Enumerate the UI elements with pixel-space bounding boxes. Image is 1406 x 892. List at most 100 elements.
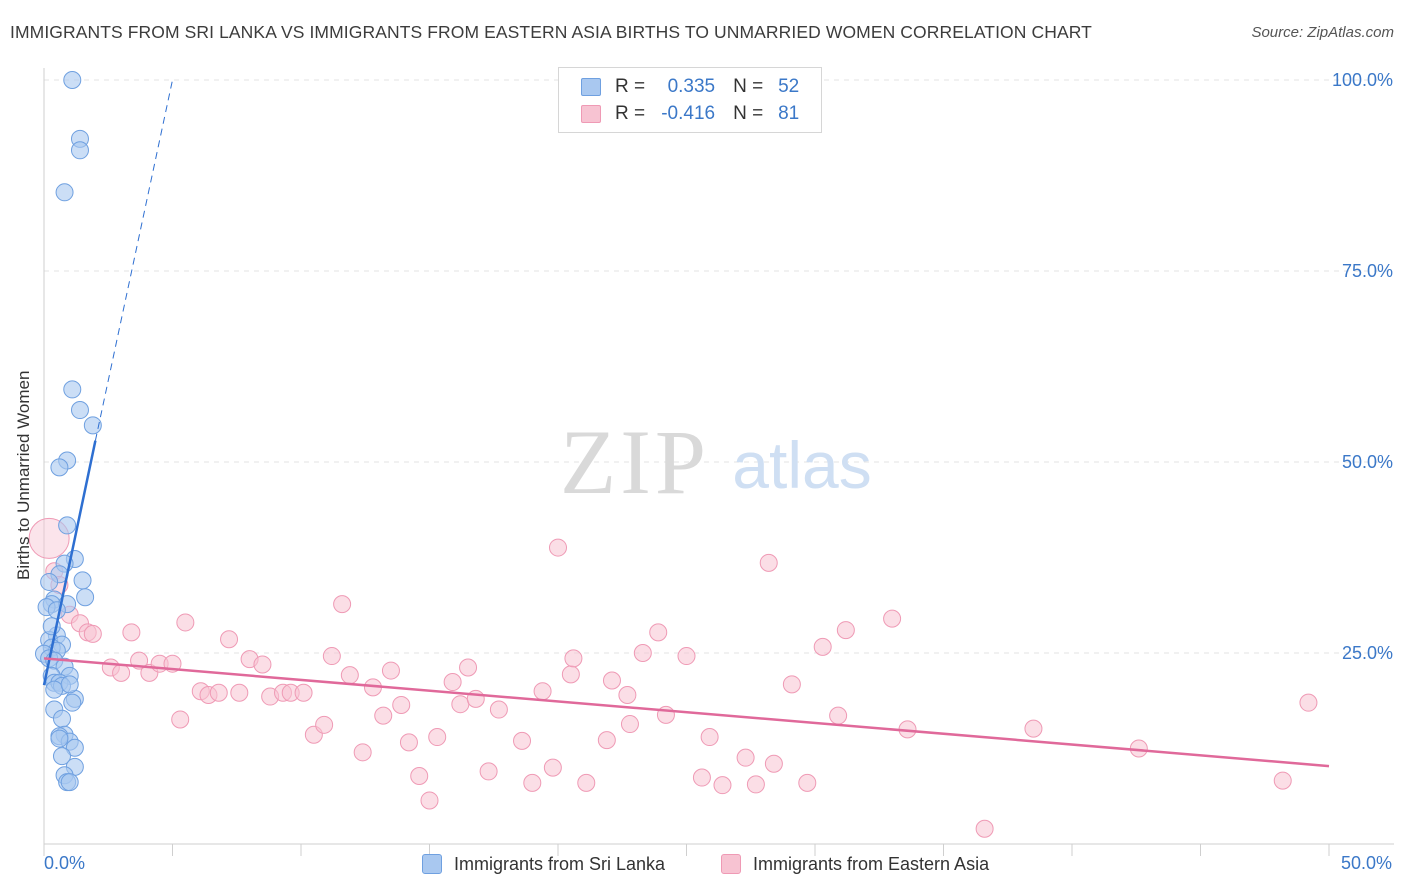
eastern-asia-point [1024,719,1043,738]
source-label: Source: ZipAtlas.com [1251,24,1394,41]
watermark: ZIP atlas [560,411,872,513]
eastern-asia-point [649,623,668,642]
sri-lanka-point [60,773,79,792]
eastern-asia-point [883,609,902,628]
sri-lanka-point [58,516,77,535]
y-tick-label: 50.0% [1342,452,1393,472]
bottom-legend-swatch-pink [721,854,741,874]
eastern-asia-point [597,731,616,750]
eastern-asia-point [122,623,141,642]
bottom-legend-sri-lanka: Immigrants from Sri Lanka [422,852,665,876]
eastern-asia-point [618,686,637,705]
eastern-asia-point [381,661,400,680]
eastern-asia-point [353,743,372,762]
sri-lanka-point [40,572,59,591]
eastern-asia-point [692,768,711,787]
sri-lanka-point [60,675,79,694]
bottom-legend-label: Immigrants from Sri Lanka [454,853,666,874]
sri-lanka-point [55,183,74,202]
eastern-asia-point [564,649,583,668]
sri-lanka-point [70,401,89,420]
sri-lanka-point [76,588,95,607]
eastern-asia-point [513,731,532,750]
sri-lanka-trendline [42,440,97,686]
sri-lanka-point [63,380,82,399]
bottom-legend-label: Immigrants from Eastern Asia [753,853,990,874]
eastern-asia-point [374,706,393,725]
eastern-asia-point [523,773,542,792]
legend-n-value: 52 [778,76,800,97]
eastern-asia-point [633,644,652,662]
eastern-asia-point [1273,771,1292,790]
eastern-asia-point [443,673,462,692]
bottom-legend-eastern-asia: Immigrants from Eastern Asia [721,852,989,876]
eastern-asia-point [489,700,508,719]
legend-r-label: R = [615,76,646,97]
sri-lanka-point [47,601,66,620]
y-tick-label: 25.0% [1342,643,1393,663]
sri-lanka-point [52,747,71,766]
legend-r-value: -0.416 [661,103,716,124]
eastern-asia-point [533,682,552,701]
eastern-asia-point [333,595,352,614]
eastern-asia-point [340,666,359,685]
eastern-asia-point [209,683,228,702]
eastern-asia-point [322,647,341,666]
x-tick-label-max: 50.0% [1340,853,1392,873]
eastern-asia-point [479,762,498,781]
eastern-asia-point [975,819,994,838]
eastern-asia-point [315,715,334,734]
eastern-asia-point [83,624,102,643]
sri-lanka-points [35,71,102,792]
sri-lanka-point [63,693,82,712]
eastern-asia-point [176,613,195,632]
legend-n-label: N = [733,103,764,124]
chart-title: IMMIGRANTS FROM SRI LANKA VS IMMIGRANTS … [10,22,1092,42]
sri-lanka-point [50,458,69,477]
eastern-asia-point [700,728,719,747]
axes [43,68,1394,856]
legend-r-label: R = [615,103,646,124]
eastern-asia-point [620,715,639,734]
sri-lanka-point [70,141,89,160]
eastern-asia-point [736,748,755,767]
eastern-asia-point [798,773,817,792]
sri-lanka-point [50,729,69,748]
legend-n-value: 81 [778,103,800,124]
eastern-asia-point [577,773,596,792]
correlation-legend: R = 0.335 N = 52 R = -0.416 N = 81 [558,67,822,133]
y-axis-label: Births to Unmarried Women [14,370,33,580]
legend-n-label: N = [733,76,764,97]
eastern-asia-point [410,767,429,786]
eastern-asia-point [230,683,249,702]
eastern-asia-point [759,553,778,572]
sri-lanka-point [63,71,82,89]
eastern-asia-point [428,728,447,747]
sri-lanka-point [83,416,102,435]
legend-r-value: 0.335 [667,76,716,97]
legend-swatch-blue [581,78,601,96]
trend-lines [42,79,1330,768]
eastern-asia-point [713,776,732,795]
eastern-asia-point [294,683,313,702]
eastern-asia-point [451,695,470,714]
eastern-asia-point [1299,693,1318,712]
x-tick-label-min: 0.0% [44,853,86,873]
eastern-asia-point [782,675,801,694]
y-tick-label: 100.0% [1332,70,1393,90]
eastern-asia-point [813,637,832,656]
eastern-asia-point [220,630,239,649]
sri-lanka-trendline-extension [94,79,173,441]
grid [44,79,1394,654]
eastern-asia-point [677,647,696,666]
eastern-asia-point [459,658,478,677]
eastern-asia-point [112,663,131,682]
sri-lanka-point [45,680,64,699]
y-tick-labels: 25.0% 50.0% 75.0% 100.0% [1332,70,1393,663]
watermark-zip: ZIP [560,411,710,513]
sri-lanka-point [73,571,92,590]
eastern-asia-point [543,758,562,777]
y-axis-label-wrap: Births to Unmarried Women [14,330,44,580]
legend-swatch-pink [581,105,601,123]
